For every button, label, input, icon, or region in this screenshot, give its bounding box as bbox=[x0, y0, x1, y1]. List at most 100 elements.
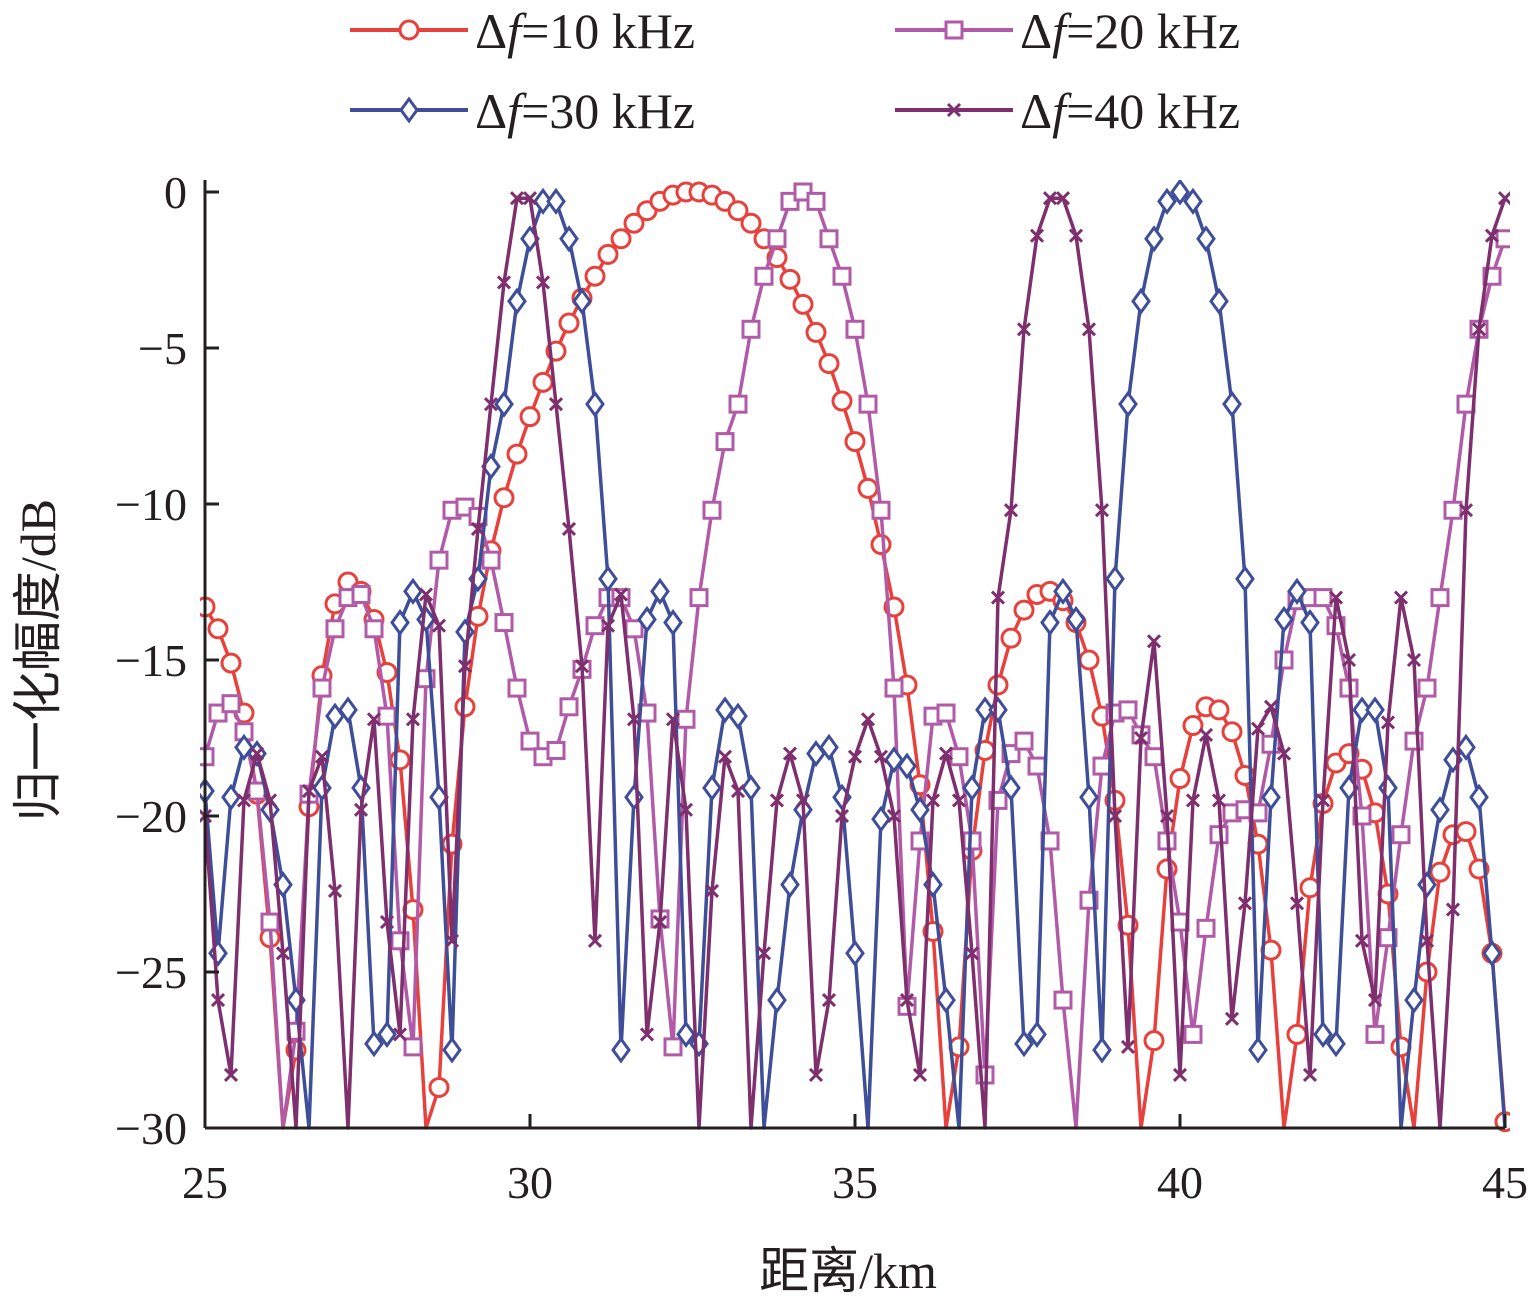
data-point bbox=[506, 443, 528, 465]
data-point bbox=[546, 740, 566, 760]
data-point bbox=[1341, 652, 1357, 668]
data-point bbox=[1352, 696, 1372, 724]
data-point bbox=[951, 793, 967, 808]
legend-item: Δf=30 kHz bbox=[350, 83, 695, 139]
data-point bbox=[221, 694, 241, 714]
data-point bbox=[1224, 1011, 1240, 1026]
data-point bbox=[702, 500, 722, 520]
data-point bbox=[1000, 627, 1022, 649]
data-point bbox=[1328, 590, 1344, 605]
x-ticks: 25 30 35 40 45 bbox=[182, 1114, 1528, 1208]
data-point bbox=[366, 712, 382, 727]
data-point bbox=[899, 993, 915, 1008]
data-point bbox=[520, 731, 540, 751]
data-point bbox=[574, 659, 590, 674]
y-tick-label: −10 bbox=[115, 479, 187, 530]
data-point bbox=[1430, 588, 1450, 608]
x-tick-label: 45 bbox=[1482, 1157, 1528, 1208]
data-point bbox=[652, 915, 668, 930]
data-point bbox=[1261, 783, 1281, 811]
data-point bbox=[312, 678, 332, 698]
data-point bbox=[925, 793, 941, 808]
data-point bbox=[782, 746, 798, 761]
data-point bbox=[1274, 605, 1294, 633]
data-point bbox=[1299, 877, 1321, 899]
data-point bbox=[597, 243, 619, 265]
data-point bbox=[1276, 746, 1292, 761]
data-point bbox=[1172, 1067, 1188, 1083]
data-point bbox=[808, 1067, 824, 1083]
data-point bbox=[805, 321, 827, 343]
data-point bbox=[389, 749, 411, 771]
data-point bbox=[262, 793, 278, 808]
data-point bbox=[962, 831, 982, 851]
data-point bbox=[275, 946, 291, 961]
data-point bbox=[418, 587, 434, 602]
data-point bbox=[429, 550, 449, 570]
x-tick-label: 35 bbox=[832, 1157, 878, 1208]
y-tick-label: 0 bbox=[164, 167, 187, 218]
data-point bbox=[1016, 322, 1032, 337]
data-point bbox=[1497, 191, 1510, 206]
data-point bbox=[1430, 796, 1450, 824]
legend-label: Δf=30 kHz bbox=[475, 83, 695, 139]
data-point bbox=[1326, 1030, 1346, 1058]
data-point bbox=[1079, 783, 1099, 811]
data-point bbox=[1211, 793, 1227, 808]
data-point bbox=[559, 225, 579, 253]
data-point bbox=[831, 390, 853, 412]
data-point bbox=[1146, 634, 1162, 649]
data-point bbox=[548, 397, 564, 412]
data-point bbox=[806, 191, 826, 211]
data-point bbox=[871, 805, 891, 833]
data-point bbox=[1133, 730, 1149, 746]
data-point bbox=[936, 986, 956, 1014]
x-tick-label: 25 bbox=[182, 1157, 228, 1208]
data-point bbox=[535, 275, 551, 290]
data-point bbox=[1042, 191, 1058, 206]
data-point bbox=[598, 565, 618, 593]
data-point bbox=[379, 915, 395, 930]
data-point bbox=[1406, 652, 1422, 668]
data-point bbox=[1289, 896, 1305, 911]
data-point bbox=[728, 394, 748, 414]
data-point bbox=[1354, 933, 1370, 948]
data-point bbox=[1302, 1067, 1318, 1083]
data-point bbox=[873, 749, 889, 764]
data-point bbox=[1001, 774, 1021, 802]
data-point bbox=[364, 1030, 384, 1058]
data-point bbox=[507, 287, 527, 315]
data-point bbox=[1471, 322, 1487, 337]
data-point bbox=[1248, 1036, 1268, 1064]
data-point bbox=[481, 550, 501, 570]
data-point bbox=[325, 619, 345, 639]
data-point bbox=[845, 319, 865, 339]
data-point bbox=[779, 268, 801, 290]
data-point bbox=[1144, 747, 1164, 767]
data-point bbox=[1120, 1039, 1136, 1054]
data-point bbox=[301, 783, 317, 799]
data-point bbox=[740, 212, 762, 234]
data-point bbox=[1315, 793, 1331, 808]
y-tick-label: −15 bbox=[115, 635, 187, 686]
data-point bbox=[1404, 986, 1424, 1014]
data-point bbox=[1445, 902, 1461, 917]
data-point bbox=[338, 696, 358, 724]
data-point bbox=[1456, 733, 1476, 761]
data-point bbox=[1118, 390, 1138, 418]
data-point bbox=[1209, 287, 1229, 315]
data-point bbox=[1183, 187, 1203, 215]
data-point bbox=[1196, 225, 1216, 253]
data-point bbox=[819, 733, 839, 761]
y-tick-label: −25 bbox=[115, 947, 187, 998]
x-tick-label: 30 bbox=[507, 1157, 553, 1208]
data-point bbox=[962, 774, 982, 802]
data-point bbox=[637, 605, 657, 633]
data-point bbox=[886, 808, 902, 824]
data-point bbox=[704, 883, 720, 898]
data-point bbox=[1040, 609, 1060, 637]
data-point bbox=[1458, 503, 1474, 518]
data-point bbox=[1391, 825, 1411, 845]
data-point bbox=[1417, 678, 1437, 698]
data-point bbox=[819, 229, 839, 249]
